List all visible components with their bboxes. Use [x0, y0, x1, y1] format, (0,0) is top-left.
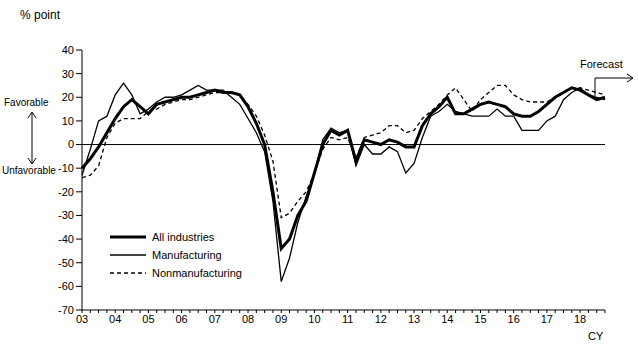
svg-text:14: 14 — [441, 313, 453, 325]
svg-text:-10: -10 — [58, 162, 74, 174]
html-text:All industries: All industries — [152, 231, 215, 243]
html-text:Forecast: Forecast — [580, 58, 623, 70]
svg-text:-60: -60 — [58, 280, 74, 292]
svg-text:05: 05 — [142, 313, 154, 325]
html-text:CY: CY — [588, 330, 604, 342]
svg-text:0: 0 — [68, 138, 74, 150]
html-text:Favorable: Favorable — [4, 97, 49, 108]
html-text:% point: % point — [20, 8, 60, 22]
svg-text:-30: -30 — [58, 209, 74, 221]
svg-text:13: 13 — [408, 313, 420, 325]
svg-text:10: 10 — [62, 115, 74, 127]
svg-text:07: 07 — [209, 313, 221, 325]
svg-text:09: 09 — [275, 313, 287, 325]
html-text:Unfavorable: Unfavorable — [2, 165, 56, 176]
svg-text:20: 20 — [62, 91, 74, 103]
svg-text:10: 10 — [308, 313, 320, 325]
svg-text:18: 18 — [574, 313, 586, 325]
svg-text:40: 40 — [62, 44, 74, 56]
svg-text:-70: -70 — [58, 304, 74, 316]
svg-text:-40: -40 — [58, 233, 74, 245]
svg-text:-20: -20 — [58, 186, 74, 198]
svg-text:17: 17 — [541, 313, 553, 325]
svg-text:11: 11 — [342, 313, 353, 325]
svg-text:08: 08 — [242, 313, 254, 325]
svg-text:-50: -50 — [58, 257, 74, 269]
html-text:Nonmanufacturing: Nonmanufacturing — [152, 267, 242, 279]
svg-text:06: 06 — [175, 313, 187, 325]
html-text:Manufacturing: Manufacturing — [152, 249, 222, 261]
svg-text:03: 03 — [76, 313, 88, 325]
svg-text:15: 15 — [474, 313, 486, 325]
svg-text:12: 12 — [375, 313, 387, 325]
svg-text:30: 30 — [62, 68, 74, 80]
svg-text:04: 04 — [109, 313, 121, 325]
svg-text:16: 16 — [508, 313, 520, 325]
